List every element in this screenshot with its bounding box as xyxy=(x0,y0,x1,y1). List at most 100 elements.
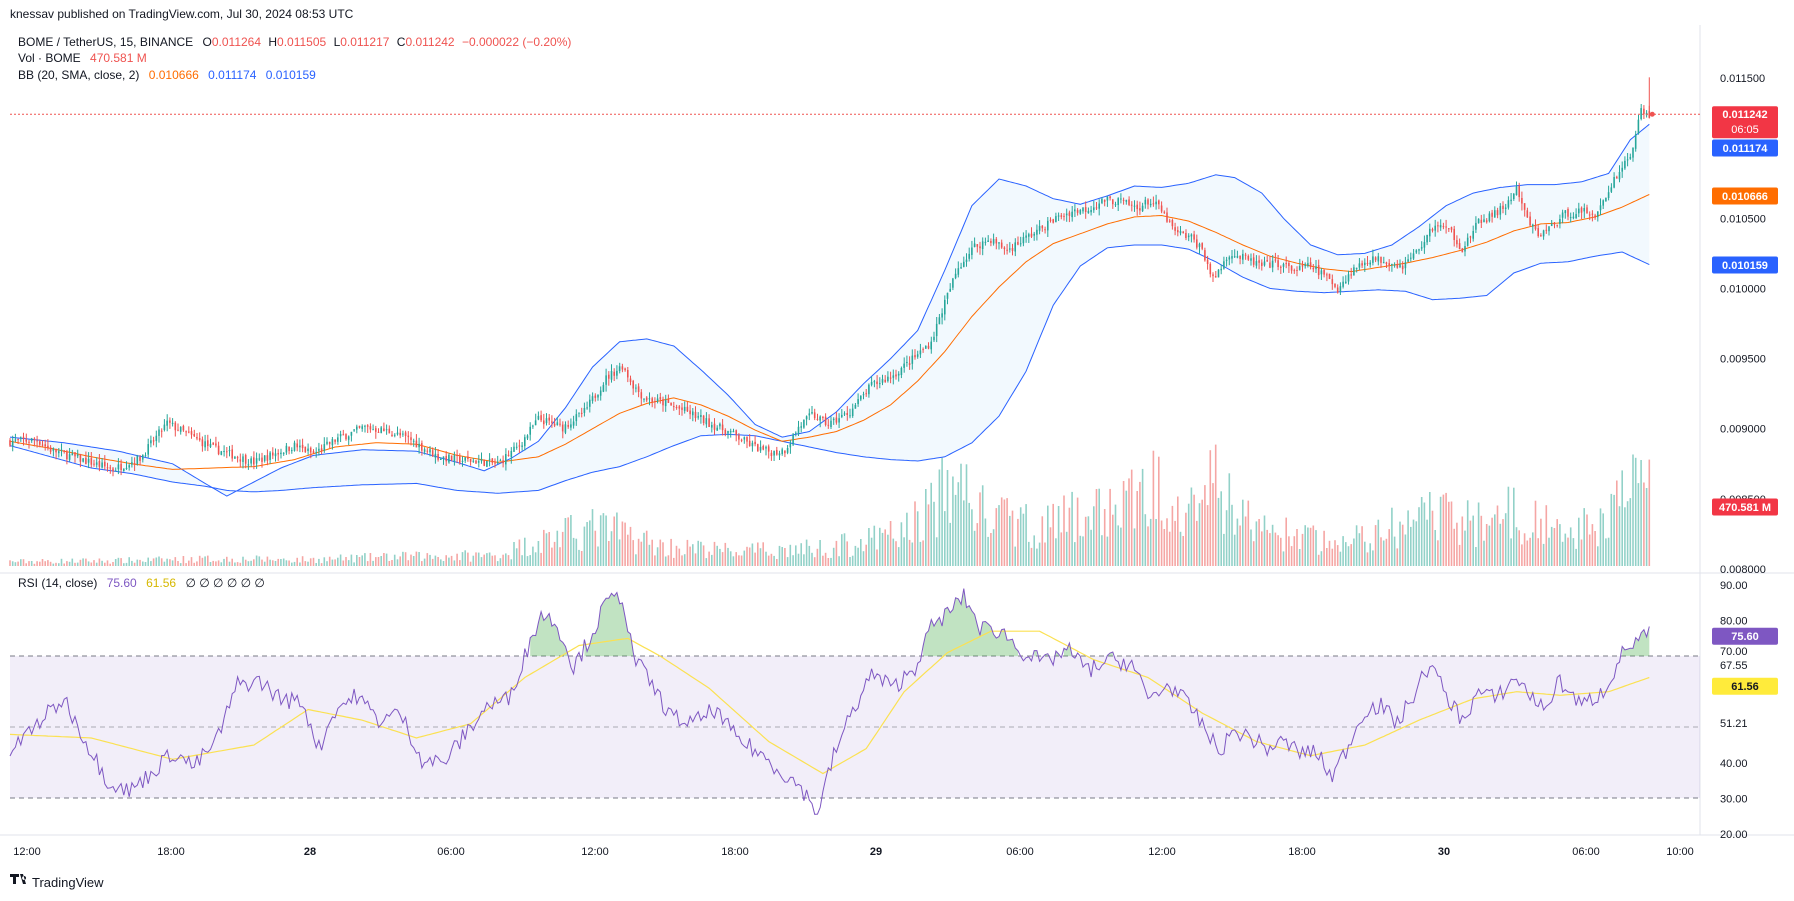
volume-bar xyxy=(873,525,876,566)
candle-body xyxy=(39,441,41,445)
candle-body xyxy=(711,425,713,428)
volume-bar xyxy=(1594,531,1596,566)
candle-body xyxy=(681,407,683,410)
volume-bar xyxy=(851,555,854,566)
candle-body xyxy=(1193,234,1195,240)
candle-body xyxy=(570,424,572,428)
volume-bar xyxy=(1637,483,1640,566)
volume-bar xyxy=(841,534,843,566)
candle-body xyxy=(309,447,312,453)
candle-body xyxy=(906,362,908,363)
tradingview-logo[interactable]: TradingView xyxy=(10,874,104,890)
candle-body xyxy=(82,458,84,462)
volume-bar xyxy=(350,554,353,566)
candle-body xyxy=(1003,247,1006,250)
volume-bar xyxy=(1006,498,1008,566)
candle-body xyxy=(1220,268,1222,271)
volume-bar xyxy=(1193,494,1195,566)
volume-bar xyxy=(1220,491,1222,566)
candle-body xyxy=(1120,198,1122,200)
volume-bar xyxy=(1374,525,1377,566)
candle-body xyxy=(1448,228,1450,230)
time-tick-label: 06:00 xyxy=(1572,846,1600,858)
candle-body xyxy=(605,375,607,385)
candle-body xyxy=(1076,210,1079,213)
candle-body xyxy=(765,446,767,449)
candle-body xyxy=(385,429,388,431)
candle-body xyxy=(1485,220,1488,223)
volume-bar xyxy=(469,561,472,566)
candle-body xyxy=(1353,267,1355,276)
volume-bar xyxy=(754,552,756,566)
candle-body xyxy=(1396,264,1399,268)
candle-body xyxy=(1206,259,1209,264)
candle-body xyxy=(1334,283,1336,287)
volume-bar xyxy=(892,538,895,566)
candle-body xyxy=(1466,237,1469,246)
volume-bar xyxy=(1136,491,1138,566)
candle-body xyxy=(534,420,537,426)
candle-body xyxy=(686,406,689,412)
candle-body xyxy=(174,422,177,431)
volume-bar xyxy=(459,560,461,566)
volume-bar xyxy=(1507,486,1510,566)
candle-body xyxy=(1534,224,1537,230)
candle-body xyxy=(1634,134,1637,149)
candle-body xyxy=(253,457,255,465)
volume-bar xyxy=(605,515,607,566)
volume-bar xyxy=(1461,516,1464,566)
volume-bar xyxy=(540,552,542,566)
volume-bar xyxy=(1206,505,1209,566)
volume-bar xyxy=(681,555,683,566)
candle-body xyxy=(643,398,645,400)
volume-bar xyxy=(1464,530,1466,566)
volume-bar xyxy=(412,556,415,566)
volume-bar xyxy=(591,509,594,566)
volume-bar xyxy=(11,561,14,566)
candle-body xyxy=(1315,266,1317,270)
volume-bar xyxy=(1578,517,1580,566)
candle-body xyxy=(244,455,247,464)
volume-bar xyxy=(1117,525,1119,566)
candle-body xyxy=(1090,210,1092,213)
candle-body xyxy=(944,299,946,315)
volume-bar xyxy=(204,556,206,566)
candle-body xyxy=(79,454,82,462)
candle-body xyxy=(949,288,951,292)
candle-body xyxy=(895,374,897,377)
volume-bar xyxy=(93,560,95,566)
bb-lower-value: 0.010159 xyxy=(266,68,316,82)
candle-body xyxy=(589,399,591,407)
candle-body xyxy=(1553,223,1556,225)
volume-bar xyxy=(1041,516,1044,566)
candle-body xyxy=(1274,259,1277,261)
volume-bar xyxy=(1645,488,1648,566)
volume-bar xyxy=(708,551,710,566)
candle-body xyxy=(52,448,55,451)
volume-bar xyxy=(1480,515,1483,566)
candle-body xyxy=(827,424,830,426)
volume-bar xyxy=(337,557,339,566)
candle-body xyxy=(1095,207,1098,209)
volume-bar xyxy=(1434,530,1436,566)
volume-bar xyxy=(76,562,79,566)
rsi-tick-label: 40.00 xyxy=(1720,758,1748,770)
low-label: L xyxy=(334,35,341,49)
candle-body xyxy=(1626,159,1629,161)
candle-body xyxy=(440,458,442,460)
candle-body xyxy=(128,465,130,468)
volume-bar xyxy=(537,541,540,566)
candle-body xyxy=(954,273,957,279)
candle-body xyxy=(505,454,507,465)
candle-body xyxy=(456,454,458,456)
candle-body xyxy=(803,420,805,428)
candle-body xyxy=(1052,219,1054,223)
volume-bar xyxy=(973,530,976,566)
volume-bar xyxy=(269,559,271,566)
volume-bar xyxy=(117,557,120,566)
volume-bar xyxy=(548,532,550,566)
volume-bar xyxy=(442,561,445,566)
candle-body xyxy=(236,457,239,459)
candle-body xyxy=(1420,247,1423,249)
